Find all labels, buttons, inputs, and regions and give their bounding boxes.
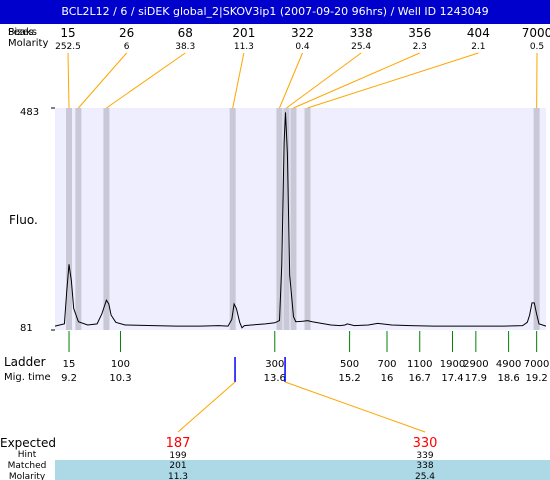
peak-molarity-label-3: 11.3	[234, 42, 254, 52]
expected-size-1: 330	[413, 436, 438, 451]
peaks-label: Peaks	[8, 27, 37, 38]
ladder-time-label-8: 18.6	[497, 373, 519, 384]
peak-band-2	[103, 108, 110, 330]
peak-molarity-label-8: 0.5	[530, 42, 544, 52]
peak-band-6	[290, 108, 297, 330]
peak-size-label-6: 356	[408, 26, 431, 40]
peak-leader-4	[278, 52, 303, 109]
peak-size-label-3: 201	[232, 26, 255, 40]
ladder-time-label-1: 10.3	[109, 373, 131, 384]
peak-size-label-8: 7000	[522, 26, 550, 40]
peak-molarity-label-2: 38.3	[175, 42, 195, 52]
y-max-label: 483	[20, 107, 39, 118]
ladder-size-label-7: 2900	[463, 359, 488, 370]
peak-band-5	[283, 108, 290, 330]
fluorescence-trace	[54, 112, 547, 329]
peak-size-label-7: 404	[467, 26, 490, 40]
peak-leader-7	[307, 52, 479, 109]
ladder-size-label-1: 100	[111, 359, 130, 370]
peak-leader-6	[293, 52, 420, 109]
peak-size-label-1: 26	[119, 26, 134, 40]
ladder-size-label-0: 15	[63, 359, 76, 370]
y-min-label: 81	[20, 323, 33, 334]
ladder-time-label-5: 16.7	[409, 373, 431, 384]
ladder-time-label-9: 19.2	[526, 373, 548, 384]
chart-marks: 15252.52666838.320111.33220.433825.43562…	[55, 26, 550, 480]
hint-value-1: 339	[416, 451, 433, 461]
peak-size-label-5: 338	[350, 26, 373, 40]
matched-value-0: 201	[169, 461, 186, 471]
ladder-size-label-4: 700	[377, 359, 396, 370]
matched-row-background	[55, 460, 550, 470]
ladder-size-label-5: 1100	[407, 359, 432, 370]
peak-size-label-4: 322	[291, 26, 314, 40]
peak-molarity-label-7: 2.1	[471, 42, 485, 52]
ladder-time-label-6: 17.4	[441, 373, 463, 384]
ladder-time-label-2: 13.6	[264, 373, 286, 384]
ladder-time-label-0: 9.2	[61, 373, 77, 384]
ladder-time-label-3: 15.2	[338, 373, 360, 384]
ladder-size-label-8: 4900	[496, 359, 521, 370]
matched-rows-background	[55, 460, 550, 480]
peak-molarity-label-5: 25.4	[351, 42, 371, 52]
molarity-row-background	[55, 470, 550, 480]
peak-size-label-2: 68	[178, 26, 193, 40]
mig-time-label: Mig. time	[4, 372, 51, 383]
ladder-size-label-9: 7000	[524, 359, 549, 370]
peak-band-3	[229, 108, 236, 330]
ladder-time-label-7: 17.9	[465, 373, 487, 384]
peak-band-8	[533, 108, 540, 330]
peak-size-label-0: 15	[60, 26, 75, 40]
peak-molarity-label-0: 252.5	[55, 42, 81, 52]
peak-molarity-label-1: 6	[124, 42, 130, 52]
peak-leader-0	[67, 52, 70, 109]
matched-value-1: 338	[416, 461, 433, 471]
molarity-label: Molarity	[8, 38, 48, 49]
peak-band-7	[304, 108, 311, 330]
peak-band-4	[276, 108, 283, 330]
molarity-row-label: Molarity	[9, 472, 46, 480]
peak-leader-1	[78, 52, 128, 109]
peak-leader-2	[106, 52, 186, 109]
hint-value-0: 199	[169, 451, 186, 461]
title-bar: BCL2L12 / 6 / siDEK global_2|SKOV3ip1 (2…	[0, 0, 550, 24]
hint-label: Hint	[18, 450, 37, 460]
matched-label: Matched	[8, 461, 47, 471]
fluo-label: Fluo.	[9, 213, 38, 227]
peak-leader-3	[232, 52, 245, 109]
ladder-size-label-3: 500	[340, 359, 359, 370]
ladder-label: Ladder	[4, 355, 46, 369]
peak-molarity-label-4: 0.4	[295, 42, 310, 52]
plot-area	[51, 107, 547, 331]
peak-molarity-label-6: 2.3	[413, 42, 427, 52]
ladder-size-label-6: 1900	[440, 359, 465, 370]
expected-leader-1	[284, 381, 426, 433]
expected-molarity-value-0: 11.3	[168, 472, 188, 480]
chart-title: BCL2L12 / 6 / siDEK global_2|SKOV3ip1 (2…	[61, 5, 489, 18]
peak-band-0	[66, 108, 73, 330]
expected-size-0: 187	[166, 436, 191, 451]
expected-leader-0	[177, 381, 236, 433]
ladder-time-label-4: 16	[381, 373, 394, 384]
ladder-size-label-2: 300	[265, 359, 284, 370]
peak-leader-5	[286, 52, 362, 109]
peak-band-1	[75, 108, 82, 330]
plot-background	[55, 108, 546, 330]
expected-molarity-value-1: 25.4	[415, 472, 435, 480]
sizes-label: Sizes	[8, 27, 34, 38]
expected-label: Expected	[0, 436, 56, 450]
